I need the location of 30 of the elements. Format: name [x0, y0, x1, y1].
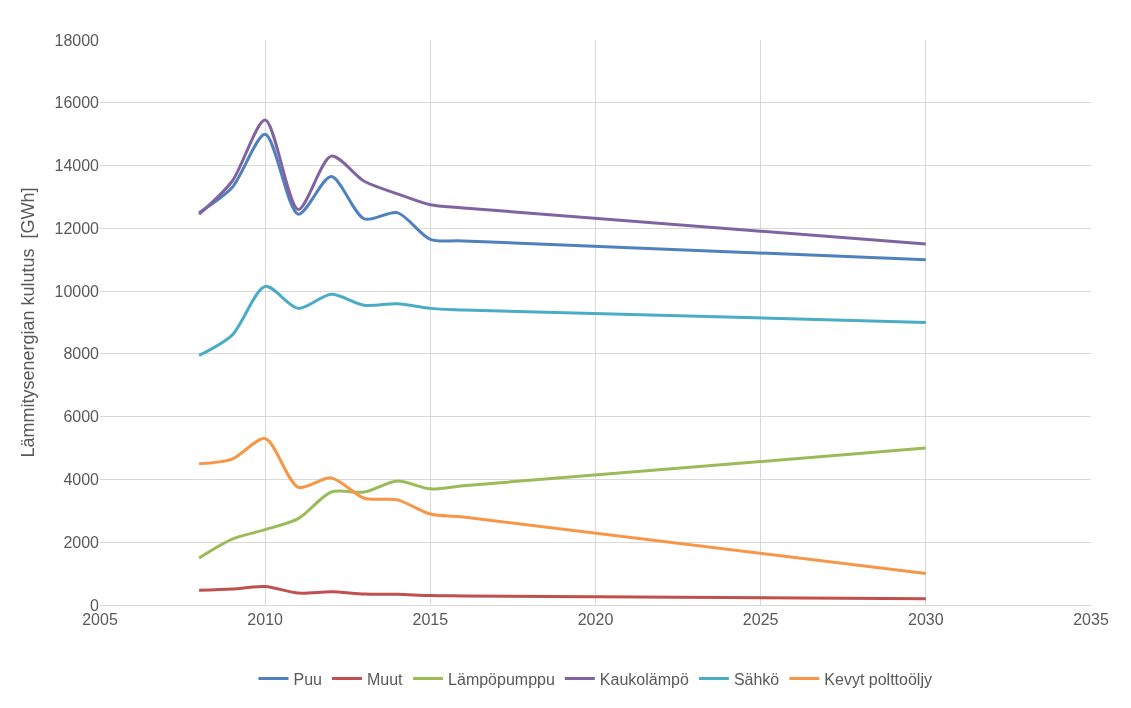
y-axis-title: Lämmitysenergian kulutus [GWh]	[17, 187, 38, 458]
legend-label: Puu	[293, 670, 322, 688]
y-tick-label: 4000	[63, 471, 100, 489]
line-series	[197, 118, 928, 246]
line-series	[197, 132, 928, 262]
legend-label: Lämpöpumppu	[448, 670, 555, 688]
x-tick-label: 2025	[742, 611, 779, 629]
x-tick-label: 2015	[412, 611, 449, 629]
y-tick-label: 6000	[63, 408, 100, 426]
legend-label: Muut	[366, 670, 404, 688]
y-tick-label: 8000	[63, 345, 100, 363]
legend-label: Kevyt polttoöljy	[824, 670, 932, 688]
x-tick-label: 2030	[908, 611, 944, 629]
x-tick-label: 2005	[82, 611, 118, 629]
legend-label: Kaukolämpö	[599, 670, 689, 688]
legend-label: Sähkö	[733, 670, 780, 688]
y-tick-label: 18000	[54, 31, 100, 49]
line-series	[197, 284, 928, 357]
x-tick-label: 2010	[247, 611, 284, 629]
line-series	[197, 446, 928, 560]
y-tick-label: 2000	[63, 533, 100, 551]
y-tick-label: 0	[90, 596, 100, 614]
x-tick-label: 2035	[1073, 611, 1109, 629]
y-tick-label: 14000	[54, 157, 100, 175]
y-tick-label: 16000	[54, 94, 100, 112]
line-series	[197, 584, 928, 601]
x-tick-label: 2020	[577, 611, 614, 629]
y-tick-label: 10000	[54, 282, 100, 300]
line-series	[197, 437, 928, 576]
y-tick-label: 12000	[54, 219, 100, 237]
